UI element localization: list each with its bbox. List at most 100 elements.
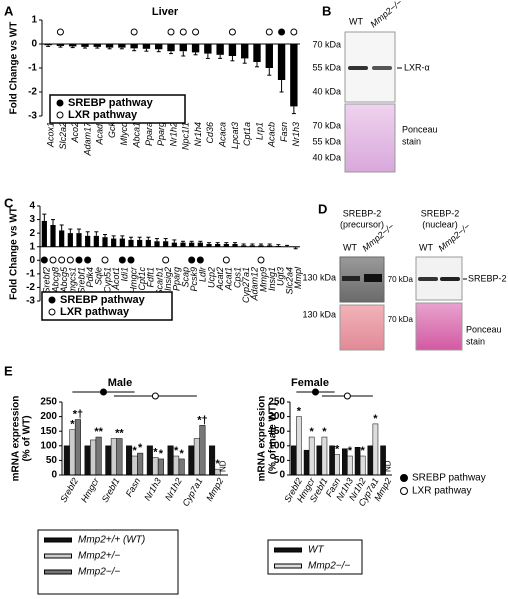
pathway-marker — [127, 256, 135, 264]
blot-band — [348, 66, 368, 70]
panel-label: E — [4, 363, 13, 378]
bar — [116, 438, 123, 476]
bar — [130, 44, 138, 49]
blot-title: (nuclear) — [422, 219, 458, 229]
x-tick-label: Acat2 — [215, 267, 225, 291]
bar — [267, 245, 273, 247]
x-tick-label: Srebf1 — [76, 267, 86, 294]
y-tick-label: 2 — [29, 228, 35, 239]
y-tick-label: 150 — [40, 426, 57, 437]
y-tick-label: 50 — [274, 455, 286, 466]
lane-label: WT — [343, 242, 357, 252]
ponceau-image — [415, 302, 463, 351]
bar — [265, 44, 273, 68]
x-tick-label: Hmgcr — [79, 475, 101, 504]
y-tick-label: 4 — [29, 201, 35, 212]
chart-title: Male — [108, 377, 132, 389]
x-tick-label: Slc2a4 — [284, 267, 294, 295]
stain-label: stain — [402, 136, 421, 146]
pathway-marker — [278, 28, 286, 36]
annotation: * — [138, 442, 143, 454]
x-tick-label: Cyp51 — [102, 267, 112, 293]
bar — [253, 44, 261, 62]
x-tick-label: Mmpl — [293, 266, 303, 289]
pathway-marker — [130, 28, 138, 36]
pathway-marker — [118, 256, 126, 264]
legend-label: SREBP pathway — [60, 294, 146, 306]
x-tick-label: Abca1 — [132, 122, 142, 149]
annotation: ND — [383, 460, 392, 472]
y-tick-label: 100 — [40, 440, 57, 451]
x-tick-label: Mmp2 — [204, 476, 225, 503]
x-tick-label: Lrp1 — [254, 122, 264, 140]
bar — [321, 436, 328, 476]
x-tick-label: Cyp27a1 — [241, 267, 251, 303]
bar — [126, 445, 133, 476]
blot-d: SREBP-2 (precursor) WT Mmp2−/− 130 kDa 1… — [302, 208, 507, 351]
blot-title: SREBP-2 — [421, 208, 460, 218]
y-tick-label: 0 — [31, 39, 37, 50]
bar — [232, 244, 238, 247]
y-tick-label: 0 — [29, 255, 35, 266]
annotation: * — [215, 458, 220, 470]
annotation: * — [373, 413, 378, 425]
stain-label: Ponceau — [402, 124, 438, 134]
annotation: * — [174, 445, 179, 457]
bar — [180, 242, 186, 247]
bar — [241, 44, 249, 59]
blot-band — [372, 66, 392, 70]
bar — [290, 44, 298, 107]
pathway-marker — [100, 388, 107, 396]
pathway-marker — [162, 256, 170, 264]
annotation: * — [310, 426, 315, 438]
mw-marker: 55 kDa — [312, 62, 341, 72]
bar — [63, 445, 70, 476]
lane-label: WT — [419, 242, 433, 252]
panel-label: A — [4, 3, 14, 18]
mw-marker: 70 kDa — [388, 315, 414, 324]
bar — [189, 242, 195, 247]
pathway-marker — [196, 256, 204, 264]
x-tick-label: Fasn — [124, 476, 143, 498]
y-tick-label: 150 — [268, 426, 285, 437]
legend-box — [49, 94, 186, 124]
x-tick-label: Sqle — [94, 267, 104, 285]
bar — [59, 230, 65, 247]
y-tick-label: -2 — [26, 282, 35, 293]
x-tick-label: Acat1 — [224, 267, 234, 291]
bar — [41, 220, 47, 247]
bar — [258, 245, 264, 247]
legend-label: SREBP pathway — [412, 473, 486, 484]
bar — [102, 237, 108, 247]
pathway-marker — [265, 28, 273, 36]
bar — [118, 44, 126, 48]
pathway-marker — [192, 28, 200, 36]
x-tick-label: Hmgcs1 — [68, 267, 78, 300]
bar — [152, 457, 159, 476]
bar — [188, 445, 195, 476]
annotation: *† — [197, 414, 207, 426]
y-tick-label: 1 — [31, 15, 37, 26]
x-tick-label: Nr1h3 — [142, 476, 163, 502]
x-tick-label: Srebf1 — [100, 476, 122, 504]
annotation: * — [159, 448, 164, 460]
bar — [50, 225, 56, 247]
bar — [84, 445, 91, 476]
x-tick-label: Nr1h2 — [168, 122, 178, 147]
bar — [241, 245, 247, 247]
bar — [173, 455, 180, 476]
bar — [206, 244, 212, 247]
x-tick-label: Srebf2 — [58, 476, 80, 504]
bar — [354, 447, 361, 476]
y-axis-label: mRNA expression — [257, 396, 268, 482]
x-tick-label: Lpcat3 — [230, 122, 240, 149]
x-tick-label: Insig2 — [163, 267, 173, 291]
x-tick-label: Hmgcr — [128, 266, 138, 294]
bar — [105, 445, 112, 476]
bar — [69, 44, 77, 47]
x-tick-label: Scap — [180, 267, 190, 288]
bar — [347, 455, 353, 476]
x-tick-label: Abcg8 — [50, 267, 60, 294]
x-tick-label: Nr1h2 — [163, 476, 184, 502]
